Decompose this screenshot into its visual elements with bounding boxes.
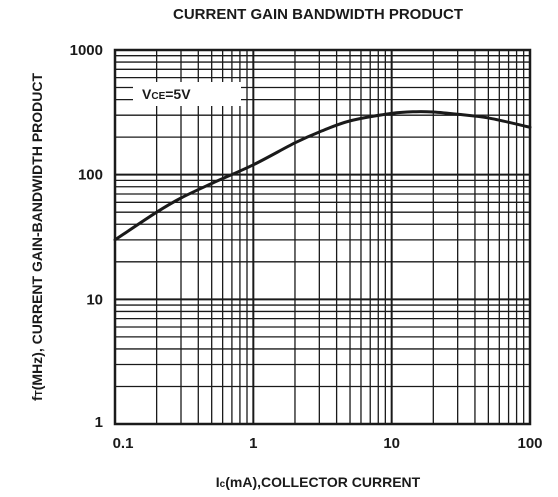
- x-tick-labels: 0.1 1 10 100: [113, 435, 543, 452]
- vce-annotation: VCE=5V: [133, 82, 241, 106]
- y-tick-label: 1000: [70, 42, 103, 59]
- y-axis-label: fT(MHz), CURRENT GAIN-BANDWIDTH PRODUCT: [29, 73, 45, 402]
- annotation-text: VCE=5V: [142, 86, 191, 102]
- x-tick-label: 1: [249, 435, 257, 452]
- x-axis-label: Ic(mA),COLLECTOR CURRENT: [216, 474, 421, 490]
- y-tick-label: 1: [95, 414, 103, 431]
- x-tick-label: 100: [517, 435, 542, 452]
- y-tick-label: 100: [78, 167, 103, 184]
- plot-frame: [113, 48, 532, 426]
- chart-title: CURRENT GAIN BANDWIDTH PRODUCT: [173, 6, 463, 23]
- x-tick-label: 0.1: [113, 435, 134, 452]
- ft-curve: [113, 110, 532, 242]
- y-tick-labels: 1 10 100 1000: [70, 42, 103, 431]
- y-tick-label: 10: [86, 291, 103, 308]
- grid: [114, 50, 530, 425]
- annotation-background: [133, 82, 241, 106]
- x-tick-label: 10: [383, 435, 400, 452]
